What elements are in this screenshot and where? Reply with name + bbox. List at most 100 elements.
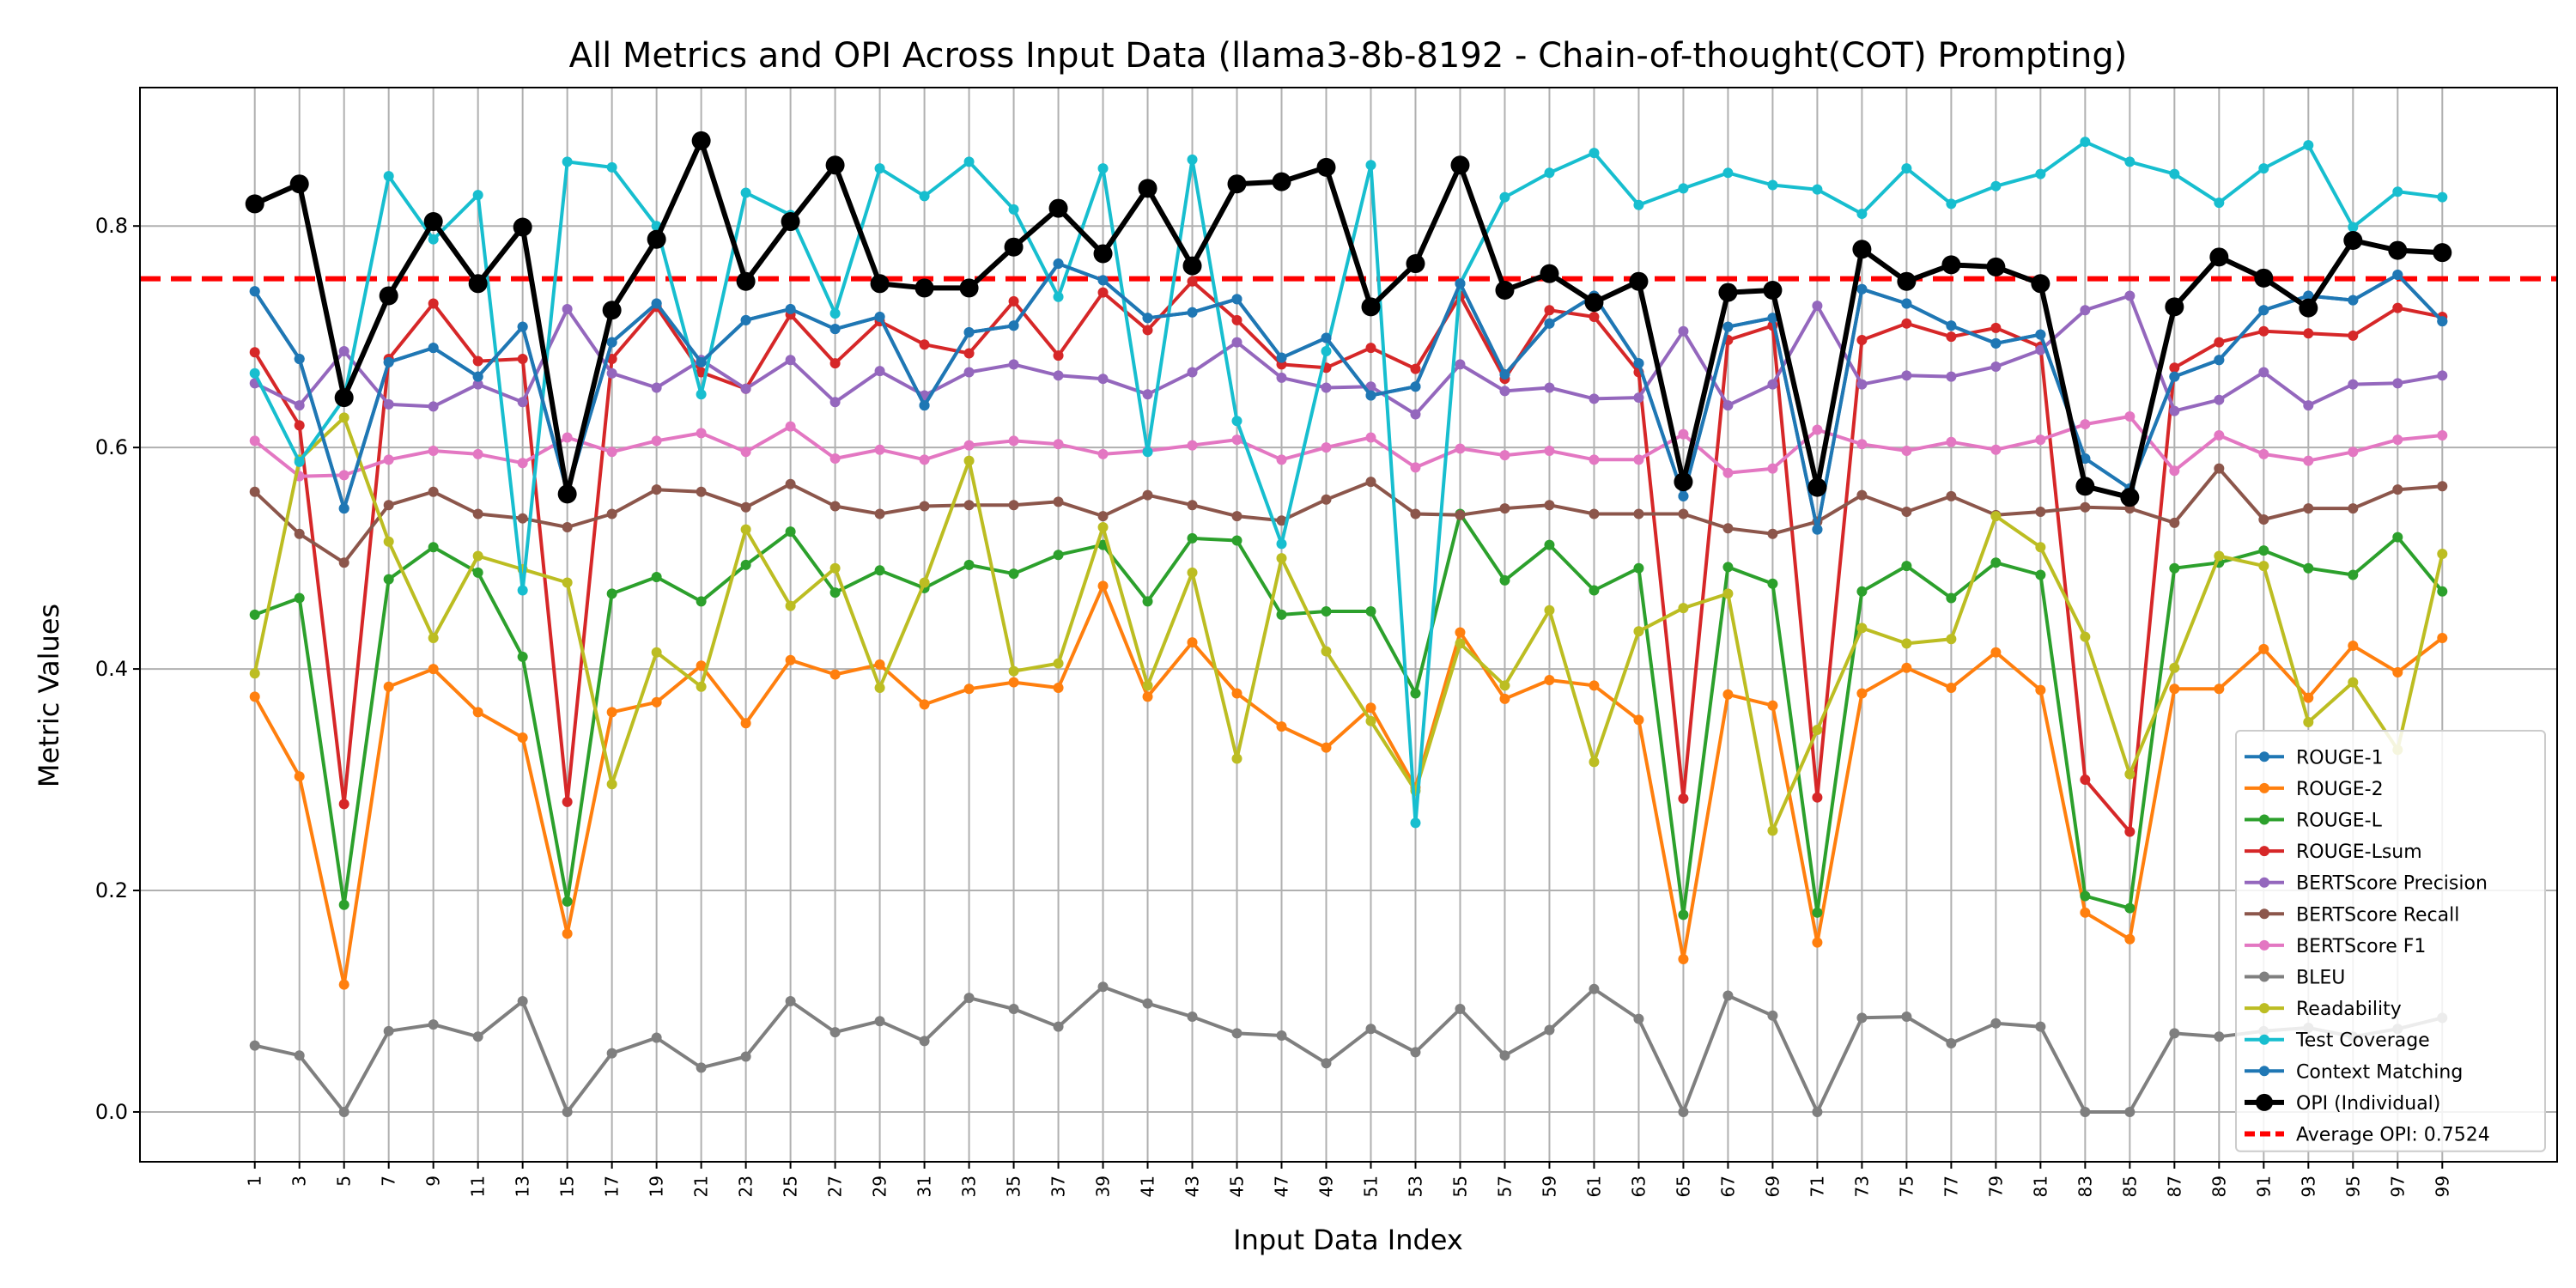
data-point [1678,1106,1689,1117]
data-point [1901,506,1912,517]
series-line [253,262,2444,532]
data-point [383,454,394,465]
data-point [1763,281,1783,301]
data-point [1008,359,1019,370]
data-point [1812,424,1823,435]
data-point [2348,677,2359,688]
data-point [1629,271,1649,291]
data-point [740,383,751,394]
x-tick-label: 81 [2030,1176,2050,1197]
data-point [829,453,841,465]
data-point [1767,528,1778,539]
data-point [963,993,975,1004]
x-tick-label: 3 [289,1176,310,1187]
series-line [253,466,2443,565]
data-point [1227,174,1247,194]
data-point [1767,578,1778,589]
data-point [1361,297,1381,317]
data-point [472,550,483,562]
data-point [740,314,751,325]
data-point [1678,793,1689,804]
data-point [2214,355,2225,366]
data-point [736,271,756,291]
data-point [1142,313,1153,324]
data-point [781,212,800,232]
series-line [253,294,2443,416]
data-point [1946,683,1957,694]
data-point [1008,1004,1019,1015]
legend-label: Readability [2296,999,2402,1020]
series-line [252,416,2445,833]
data-point [468,274,488,294]
data-point [517,353,528,364]
data-point [2080,890,2091,902]
data-point [1589,508,1600,519]
legend-entry: BERTScore Recall [2245,904,2459,926]
data-point [1231,753,1242,764]
data-point [428,664,439,675]
data-point [2392,532,2403,543]
data-point [1633,1013,1644,1024]
data-point [2035,542,2046,553]
data-point [1812,937,1823,948]
x-tick-label: 83 [2075,1176,2095,1197]
data-point [1053,439,1064,450]
data-point [1097,275,1109,286]
data-point [2392,269,2403,280]
data-point [2165,297,2184,317]
data-point [2169,465,2180,477]
legend-label: Test Coverage [2295,1030,2430,1052]
x-tick-label: 35 [1004,1176,1024,1197]
data-point [472,371,483,382]
data-point [1722,588,1734,599]
data-point [1589,148,1600,159]
data-point [383,356,394,368]
data-point [919,400,930,411]
legend-entry: BERTScore Precision [2245,873,2488,895]
data-point [249,668,260,679]
y-tick-label: 0.8 [95,214,128,238]
data-point [651,298,662,309]
data-point [1990,557,2002,568]
data-point [2437,632,2448,643]
data-point [1722,689,1734,700]
data-point [1231,1028,1242,1039]
series-rouge-l [249,508,2448,920]
series-opi-individual [245,131,2452,507]
x-tick-label: 59 [1539,1176,1559,1197]
data-point [1231,416,1242,427]
data-point [1276,609,1287,620]
data-point [1365,606,1376,617]
legend-box [2235,730,2546,1152]
data-point [963,327,975,338]
data-point [2303,503,2314,514]
data-point [651,382,662,393]
data-point [1544,1024,1555,1036]
data-point [1678,183,1689,194]
data-point [2348,379,2359,390]
data-point [606,1048,617,1059]
data-point [1321,332,1332,343]
legend-marker [2259,1034,2269,1045]
data-point [249,1040,260,1051]
data-point [517,651,528,662]
legend-entry: ROUGE-2 [2245,779,2384,800]
data-point [1544,305,1555,316]
data-point [2392,186,2403,197]
data-point [1231,535,1242,546]
data-point [1187,276,1198,287]
data-point [696,1062,707,1073]
x-tick-label: 85 [2119,1176,2140,1197]
x-tick-label: 17 [602,1176,623,1197]
data-point [785,995,796,1006]
data-point [2124,769,2136,780]
data-point [2169,683,2180,695]
data-point [2258,448,2269,459]
x-axis-label: Input Data Index [1233,1224,1463,1256]
data-point [1856,283,1868,295]
data-point [1767,463,1778,474]
data-point [1053,1021,1064,1032]
data-point [651,1032,662,1043]
data-point [1097,580,1109,592]
data-point [1901,318,1912,329]
